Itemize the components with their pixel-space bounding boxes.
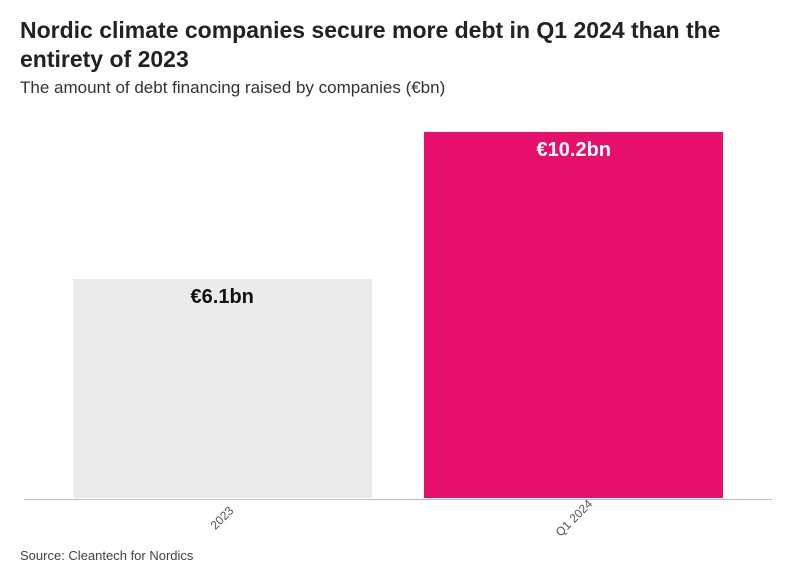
x-axis-label: 2023 xyxy=(208,503,237,532)
chart-source: Source: Cleantech for Nordics xyxy=(20,548,776,563)
bars-layer: €6.1bn €10.2bn xyxy=(24,132,772,499)
plot-area: €6.1bn €10.2bn 2023 Q1 2024 xyxy=(24,106,772,543)
bar-value-label: €10.2bn xyxy=(424,140,723,160)
bar: €10.2bn xyxy=(424,132,723,499)
x-axis-label: Q1 2024 xyxy=(553,496,595,538)
chart-container: Nordic climate companies secure more deb… xyxy=(0,0,796,575)
chart-subtitle: The amount of debt financing raised by c… xyxy=(20,78,776,98)
x-axis-labels: 2023 Q1 2024 xyxy=(24,499,772,543)
bar-value-label: €6.1bn xyxy=(73,287,372,307)
chart-title: Nordic climate companies secure more deb… xyxy=(20,16,740,74)
bar: €6.1bn xyxy=(73,279,372,498)
